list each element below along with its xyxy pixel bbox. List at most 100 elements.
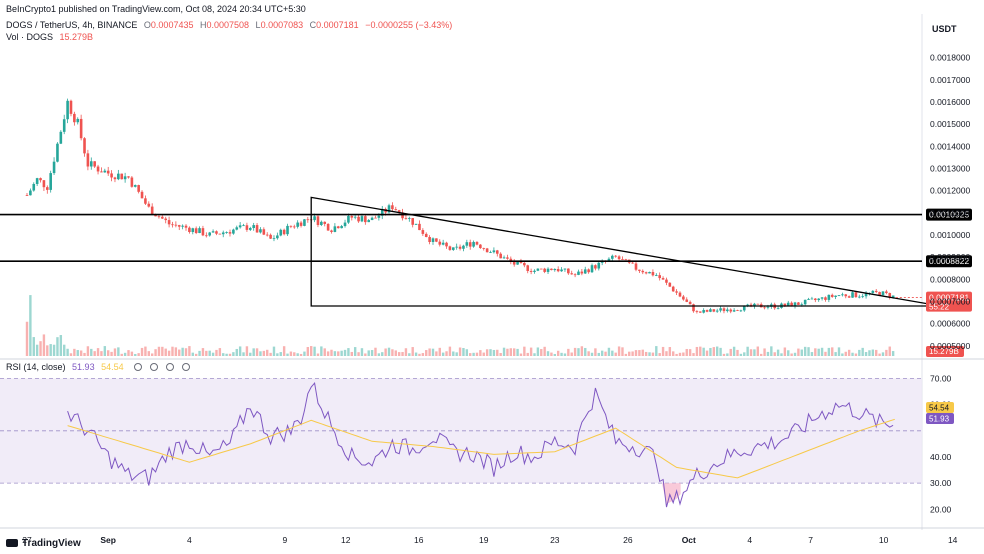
volume-bar (107, 350, 110, 356)
candle-body (830, 294, 834, 297)
volume-bar (766, 351, 770, 356)
volume-bar (546, 351, 550, 356)
close-label: C (309, 20, 317, 30)
candle-body (452, 247, 455, 250)
visibility-icon[interactable] (150, 363, 159, 371)
candle-body (350, 215, 354, 218)
volume-bar (103, 346, 107, 356)
candle-body (147, 203, 151, 207)
volume-label[interactable]: Vol · DOGS (6, 32, 54, 42)
volume-bar (881, 352, 885, 356)
volume-legend[interactable]: Vol · DOGS 15.279B (6, 32, 97, 42)
volume-bar (803, 346, 807, 356)
volume-bar (847, 349, 851, 356)
candle-body (888, 293, 892, 298)
candle-body (330, 230, 333, 232)
volume-bar (729, 348, 732, 356)
candle-body (614, 255, 617, 257)
candle-body (685, 299, 689, 302)
volume-bar (780, 353, 783, 356)
candle-body (242, 225, 245, 227)
rsi-label[interactable]: RSI (14, close) (6, 362, 66, 372)
volume-bar (793, 352, 797, 356)
volume-bar (716, 346, 719, 356)
volume-bar (262, 350, 266, 356)
volume-bar (611, 350, 614, 356)
volume-bar (222, 353, 225, 356)
volume-bar (384, 348, 387, 356)
candle-body (631, 262, 634, 264)
candle-body (52, 161, 56, 174)
candle-body (120, 173, 124, 180)
price-tick-label: 0.0017000 (930, 75, 970, 85)
candle-body (847, 296, 851, 298)
symbol-legend[interactable]: DOGS / TetherUS, 4h, BINANCE O0.0007435 … (6, 20, 456, 30)
candle-body (739, 310, 743, 312)
volume-bar (79, 350, 83, 356)
volume-bar (326, 351, 330, 356)
volume-bar (418, 353, 421, 356)
volume-bar (817, 348, 820, 356)
candle-body (228, 232, 232, 234)
candle-body (783, 303, 787, 306)
volume-bar (310, 346, 313, 356)
candle-body (323, 221, 327, 224)
candle-body (133, 185, 137, 187)
volume-bar (651, 352, 655, 356)
volume-bar (438, 347, 441, 356)
candle-body (854, 292, 858, 298)
candle-body (675, 291, 678, 293)
volume-bar (63, 344, 66, 356)
volume-bar (875, 349, 878, 356)
close-value: 0.0007181 (316, 20, 359, 30)
volume-bar (49, 344, 52, 356)
tradingview-label: TradingView (22, 538, 81, 549)
candle-body (844, 294, 848, 297)
candle-body (543, 268, 546, 272)
candle-body (891, 295, 895, 298)
tradingview-logo[interactable]: TradingView (6, 538, 81, 549)
volume-bar (668, 347, 672, 356)
rsi-band (0, 378, 922, 484)
candle-body (485, 248, 489, 253)
volume-bar (790, 353, 793, 356)
time-axis: 27 Sep 4 9 12 16 19 23 26 Oct 4 7 10 14 (22, 535, 957, 545)
open-label: O (143, 20, 151, 30)
candle-body (435, 238, 438, 242)
volume-bar (364, 353, 367, 356)
volume-bar (746, 346, 749, 356)
candle-body (621, 259, 624, 260)
candle-body (161, 216, 164, 219)
candle-body (776, 307, 780, 309)
source-icon[interactable] (166, 363, 175, 371)
candle-body (42, 180, 46, 188)
volume-bar (218, 348, 222, 356)
candle-body (468, 242, 472, 247)
price-tick-label: 0.0012000 (930, 186, 970, 196)
volume-bar (621, 347, 624, 356)
volume-bar (692, 353, 695, 356)
rsi-line (67, 381, 894, 508)
candle-body (232, 229, 235, 234)
candle-body (265, 234, 269, 236)
volume-bar (330, 349, 333, 356)
candle-body (651, 271, 655, 276)
candle-body (523, 262, 526, 266)
time-tick-label: 9 (282, 535, 287, 545)
more-icon[interactable] (182, 363, 191, 371)
candle-body (167, 220, 171, 225)
settings-icon[interactable] (134, 363, 143, 371)
time-tick-label: 23 (550, 535, 560, 545)
candle-body (726, 309, 729, 312)
rsi-legend[interactable]: RSI (14, close) 51.93 54.54 (6, 362, 194, 372)
rsi-value-tag (926, 413, 954, 424)
volume-bar (56, 337, 59, 356)
volume-bar (888, 346, 891, 356)
time-tick-label: 27 (22, 535, 32, 545)
volume-bar (194, 353, 198, 356)
symbol-title[interactable]: DOGS / TetherUS, 4h, BINANCE (6, 20, 138, 30)
volume-bar (387, 347, 391, 356)
volume-bar (499, 353, 502, 356)
volume-bar (864, 352, 868, 356)
